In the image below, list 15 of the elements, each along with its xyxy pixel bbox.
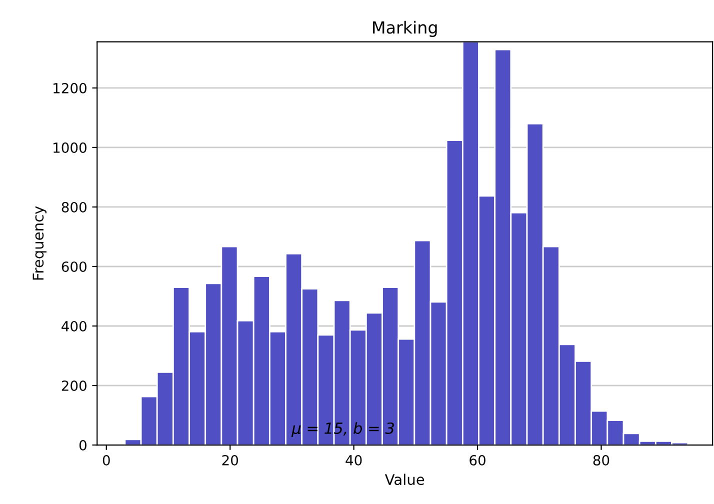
y-tick-label: 800 — [62, 202, 86, 212]
x-tick-label: 20 — [222, 455, 238, 466]
y-tick-label: 0 — [79, 440, 86, 451]
x-axis-title: Value — [384, 474, 424, 486]
y-tick-label: 600 — [62, 261, 86, 272]
chart-title: Marking — [373, 20, 437, 37]
x-tick-label: 60 — [470, 455, 486, 466]
y-axis-title: Frequency — [32, 206, 46, 280]
y-tick-label: 1200 — [54, 82, 86, 94]
y-tick-label: 1000 — [54, 142, 86, 153]
y-tick-label: 400 — [62, 320, 86, 332]
x-tick-label: 0 — [102, 455, 110, 466]
x-tick-label: 40 — [346, 455, 362, 466]
x-tick-label: 80 — [593, 455, 610, 466]
y-tick-label: 200 — [62, 380, 86, 391]
